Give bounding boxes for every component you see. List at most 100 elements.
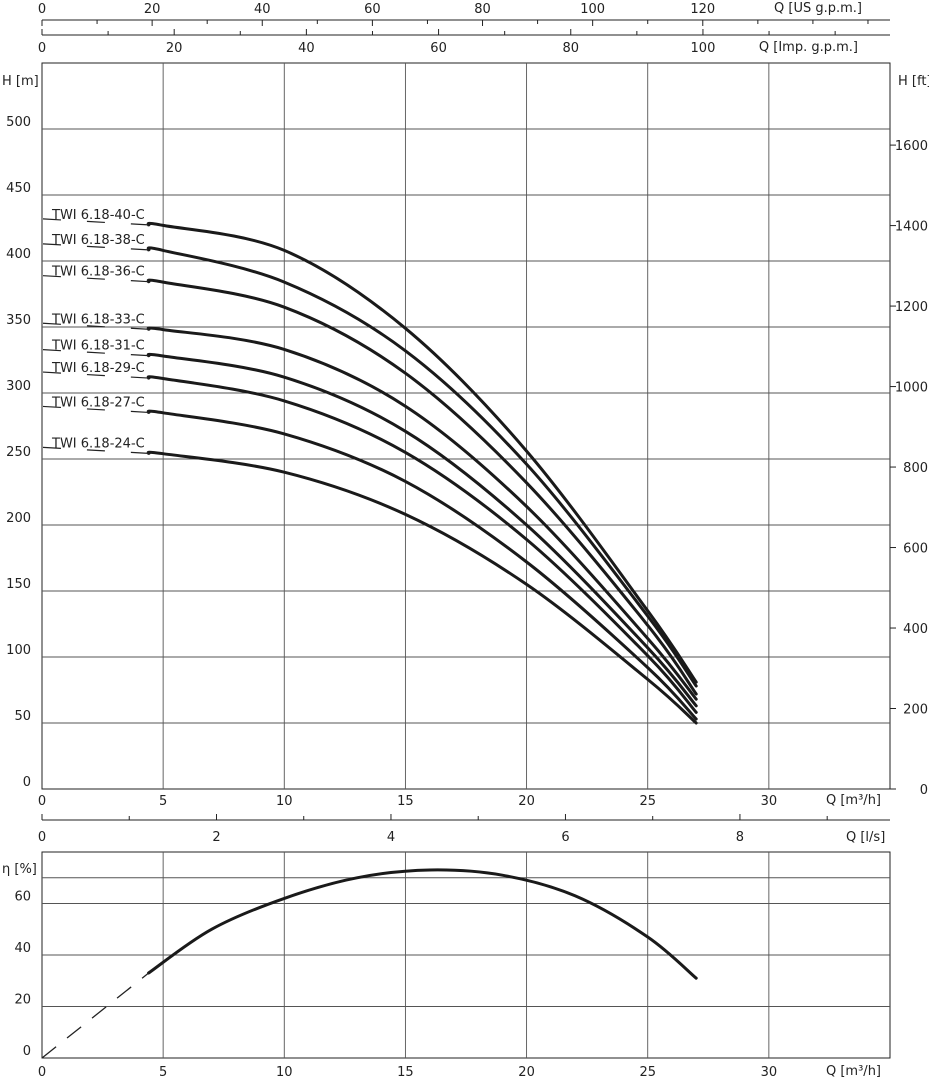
head-left-axis-ticks: 0 50 100 150 200 250 300 350 400 450 500 (6, 115, 31, 790)
head-curve (146, 221, 698, 684)
imp-gpm-tick-label: 100 (691, 41, 716, 56)
efficiency-y-tick-label: 20 (14, 993, 31, 1008)
top-axis-imp-gpm-label: Q [Imp. g.p.m.] (759, 40, 858, 55)
us-gpm-tick-label: 80 (474, 2, 491, 17)
head-curve-dashed (42, 275, 149, 283)
head-curve-labels: TWI 6.18-40-C TWI 6.18-38-C TWI 6.18-36-C T… (51, 208, 145, 451)
ls-tick-label: 2 (212, 830, 220, 845)
head-left-tick-label: 400 (6, 247, 31, 262)
head-right-axis-ticks: 0 200 400 600 800 1000 1200 1400 1600 (890, 139, 928, 798)
imp-gpm-tick-label: 20 (166, 41, 183, 56)
efficiency-y-axis-ticks: 0 20 40 60 (14, 890, 31, 1060)
head-x-tick-label: 10 (276, 794, 293, 809)
ls-tick-label: 8 (736, 830, 744, 845)
head-curve-label: TWI 6.18-29-C (51, 361, 145, 376)
efficiency-x-tick-label: 20 (518, 1065, 535, 1080)
head-left-tick-label: 100 (6, 643, 31, 658)
efficiency-plot: 0 20 40 60 0 5 10 15 20 25 30 η [%] Q [m³/h] (2, 851, 891, 1080)
head-curve-dashed (42, 243, 149, 251)
head-curve-dashed (42, 446, 149, 454)
head-curve-label: TWI 6.18-31-C (51, 339, 145, 354)
head-right-tick-label: 200 (903, 703, 928, 718)
ls-axis: 0 2 4 6 8 Q [l/s] (38, 814, 890, 845)
head-left-tick-label: 50 (14, 709, 31, 724)
head-curve-label: TWI 6.18-27-C (51, 395, 145, 410)
us-gpm-tick-label: 40 (254, 2, 271, 17)
efficiency-x-tick-label: 15 (397, 1065, 414, 1080)
head-x-axis-label: Q [m³/h] (826, 793, 881, 808)
head-left-tick-label: 350 (6, 313, 31, 328)
head-curve-dashed (42, 405, 149, 414)
us-gpm-tick-label: 100 (580, 2, 605, 17)
efficiency-x-tick-label: 10 (276, 1065, 293, 1080)
efficiency-x-tick-label: 5 (159, 1065, 167, 1080)
ls-axis-label: Q [l/s] (846, 830, 885, 845)
head-plot-frame (41, 62, 891, 790)
efficiency-x-tick-label: 0 (38, 1065, 46, 1080)
efficiency-x-axis-label: Q [m³/h] (826, 1064, 881, 1079)
top-axis-imp-gpm-ticks: 0 20 40 60 80 100 (38, 29, 836, 56)
head-x-axis-ticks: 0 5 10 15 20 25 30 (38, 794, 777, 809)
ls-tick-label: 0 (38, 830, 46, 845)
head-right-tick-label: 800 (903, 461, 928, 476)
head-left-tick-label: 500 (6, 115, 31, 130)
head-curve-label: TWI 6.18-38-C (51, 233, 145, 248)
head-right-tick-label: 1400 (895, 220, 928, 235)
efficiency-y-axis-label: η [%] (2, 862, 37, 877)
imp-gpm-tick-label: 0 (38, 41, 46, 56)
head-x-tick-label: 20 (518, 794, 535, 809)
head-curve-dashed (42, 349, 149, 357)
top-axis-us-gpm-ticks: 0 20 40 60 80 100 120 (38, 2, 869, 26)
head-right-tick-label: 1200 (895, 300, 928, 315)
head-right-tick-label: 1000 (895, 381, 928, 396)
head-right-tick-label: 1600 (895, 139, 928, 154)
efficiency-y-tick-label: 40 (14, 941, 31, 956)
efficiency-y-tick-label: 0 (23, 1044, 31, 1059)
head-curve-dashed (42, 218, 149, 226)
efficiency-curve (147, 868, 698, 980)
head-curves (42, 218, 698, 725)
head-curve (146, 246, 698, 688)
efficiency-y-tick-label: 60 (14, 890, 31, 905)
head-x-tick-label: 15 (397, 794, 414, 809)
us-gpm-tick-label: 60 (364, 2, 381, 17)
efficiency-x-tick-label: 25 (639, 1065, 656, 1080)
head-left-tick-label: 200 (6, 511, 31, 526)
head-curve (146, 352, 698, 708)
head-curve-dashed (42, 322, 149, 330)
head-curve-label: TWI 6.18-40-C (51, 208, 145, 223)
head-x-tick-label: 25 (639, 794, 656, 809)
head-right-axis-label: H [ft] (898, 74, 929, 89)
head-x-tick-label: 30 (761, 794, 778, 809)
head-curve-label: TWI 6.18-24-C (51, 436, 145, 451)
head-left-tick-label: 150 (6, 577, 31, 592)
head-curve-label: TWI 6.18-36-C (51, 265, 145, 280)
head-curve (146, 409, 698, 721)
us-gpm-tick-label: 0 (38, 2, 46, 17)
efficiency-curve-dashed (41, 972, 150, 1059)
us-gpm-tick-label: 120 (690, 2, 715, 17)
efficiency-x-axis-ticks: 0 5 10 15 20 25 30 (38, 1065, 777, 1080)
us-gpm-tick-label: 20 (144, 2, 161, 17)
head-curve (146, 278, 698, 696)
head-curve (146, 450, 698, 725)
head-left-axis-label: H [m] (2, 74, 39, 89)
top-axis-imp-gpm: 0 20 40 60 80 100 Q [Imp. g.p.m.] (38, 29, 890, 56)
head-curve (146, 375, 698, 714)
head-left-tick-label: 0 (23, 775, 31, 790)
ls-axis-ticks: 0 2 4 6 8 (38, 814, 828, 845)
head-curve-label: TWI 6.18-33-C (51, 312, 145, 327)
imp-gpm-tick-label: 60 (430, 41, 447, 56)
top-axis-us-gpm-label: Q [US g.p.m.] (774, 1, 862, 16)
head-right-tick-label: 400 (903, 622, 928, 637)
imp-gpm-tick-label: 40 (298, 41, 315, 56)
top-axis-us-gpm: 0 20 40 60 80 100 120 Q [US g.p.m.] (38, 1, 890, 26)
head-curve (146, 326, 698, 701)
ls-tick-label: 4 (387, 830, 395, 845)
efficiency-plot-grid (42, 852, 890, 1058)
efficiency-curves (41, 868, 698, 1059)
head-curve-dashed (42, 371, 149, 379)
head-right-tick-label: 0 (920, 783, 928, 798)
